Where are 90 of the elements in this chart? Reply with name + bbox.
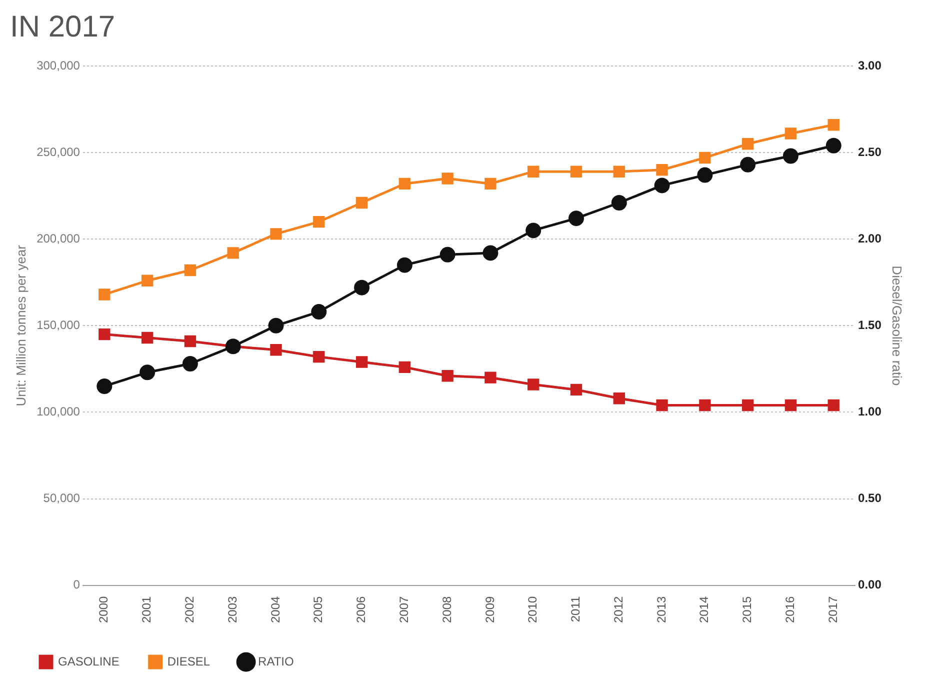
y-tick-label: 300,000	[36, 58, 80, 72]
point	[656, 399, 668, 412]
y-tick-label: 50,000	[43, 491, 80, 506]
point	[570, 384, 582, 396]
point	[570, 166, 582, 178]
point	[484, 178, 496, 190]
point	[398, 361, 411, 374]
point	[268, 318, 284, 334]
x-tick-label: 2017	[826, 596, 840, 624]
x-tick-label: 2009	[482, 596, 497, 624]
point	[98, 328, 110, 340]
point	[311, 304, 327, 320]
point	[697, 167, 713, 183]
x-tick-label: 2001	[140, 596, 154, 624]
point	[482, 245, 498, 261]
point	[828, 119, 840, 131]
point	[654, 178, 670, 194]
y2-tick-label: 1.00	[858, 404, 882, 419]
point	[699, 152, 711, 164]
point	[184, 335, 196, 348]
point	[313, 350, 325, 363]
legend-label: DIESEL	[167, 654, 210, 668]
point	[356, 196, 368, 209]
point	[398, 178, 411, 190]
x-tick-label: 2015	[740, 596, 754, 624]
y-tick-label: 100,000	[36, 404, 80, 419]
point	[528, 166, 540, 178]
point	[740, 156, 756, 172]
y2-tick-label: 3.00	[858, 58, 882, 72]
point	[96, 378, 112, 394]
point	[356, 356, 368, 368]
x-tick-label: 2013	[654, 596, 668, 624]
point	[742, 138, 754, 150]
y-tick-label: 0	[73, 578, 80, 592]
point	[396, 257, 412, 273]
point	[656, 164, 668, 176]
point	[828, 399, 840, 412]
point	[227, 247, 239, 259]
x-tick-label: 2011	[568, 596, 583, 622]
point	[440, 246, 456, 262]
point	[613, 392, 625, 404]
point	[742, 399, 754, 412]
point	[182, 356, 198, 372]
x-tick-label: 2004	[268, 596, 282, 624]
y-axis-title: Unit: Million tonnes per year	[13, 244, 28, 406]
point	[611, 195, 627, 210]
legend-label: RATIO	[258, 654, 294, 668]
y-tick-label: 200,000	[36, 231, 80, 246]
x-tick-label: 2005	[311, 596, 326, 624]
x-tick-label: 2002	[182, 596, 197, 624]
point	[784, 128, 797, 140]
point	[141, 332, 154, 344]
point	[784, 399, 797, 412]
x-tick-label: 2003	[225, 596, 240, 624]
y2-axis-title: Diesel/Gasoline ratio	[890, 266, 905, 386]
y-tick-label: 250,000	[36, 144, 80, 159]
legend-label: GASOLINE	[58, 654, 120, 668]
x-tick-label: 2008	[440, 596, 454, 624]
point	[826, 138, 842, 154]
y2-tick-label: 0.00	[858, 578, 882, 592]
point	[270, 228, 282, 240]
x-tick-label: 2014	[697, 596, 712, 624]
y2-tick-label: 2.50	[858, 144, 882, 159]
x-tick-label: 2012	[611, 596, 626, 624]
x-tick-label: 2010	[526, 596, 540, 624]
point	[313, 216, 325, 228]
point	[98, 288, 110, 300]
x-tick-label: 2000	[96, 596, 111, 624]
point	[354, 280, 370, 296]
point	[140, 364, 156, 380]
point	[442, 370, 454, 382]
point	[270, 344, 282, 356]
point	[568, 210, 584, 226]
point	[484, 372, 496, 384]
point	[526, 222, 542, 238]
point	[442, 172, 454, 184]
point	[528, 378, 540, 390]
x-tick-label: 2007	[396, 596, 411, 624]
point	[782, 148, 798, 164]
y2-tick-label: 2.00	[858, 231, 882, 246]
chart-title: IN 2017	[10, 10, 116, 44]
point	[613, 166, 625, 178]
point	[184, 264, 196, 276]
point	[699, 399, 711, 412]
y2-tick-label: 0.50	[858, 491, 882, 506]
x-tick-label: 2016	[783, 596, 798, 624]
y-tick-label: 150,000	[36, 318, 80, 332]
x-tick-label: 2006	[354, 596, 368, 624]
point	[141, 274, 154, 286]
y2-tick-label: 1.50	[858, 318, 882, 332]
